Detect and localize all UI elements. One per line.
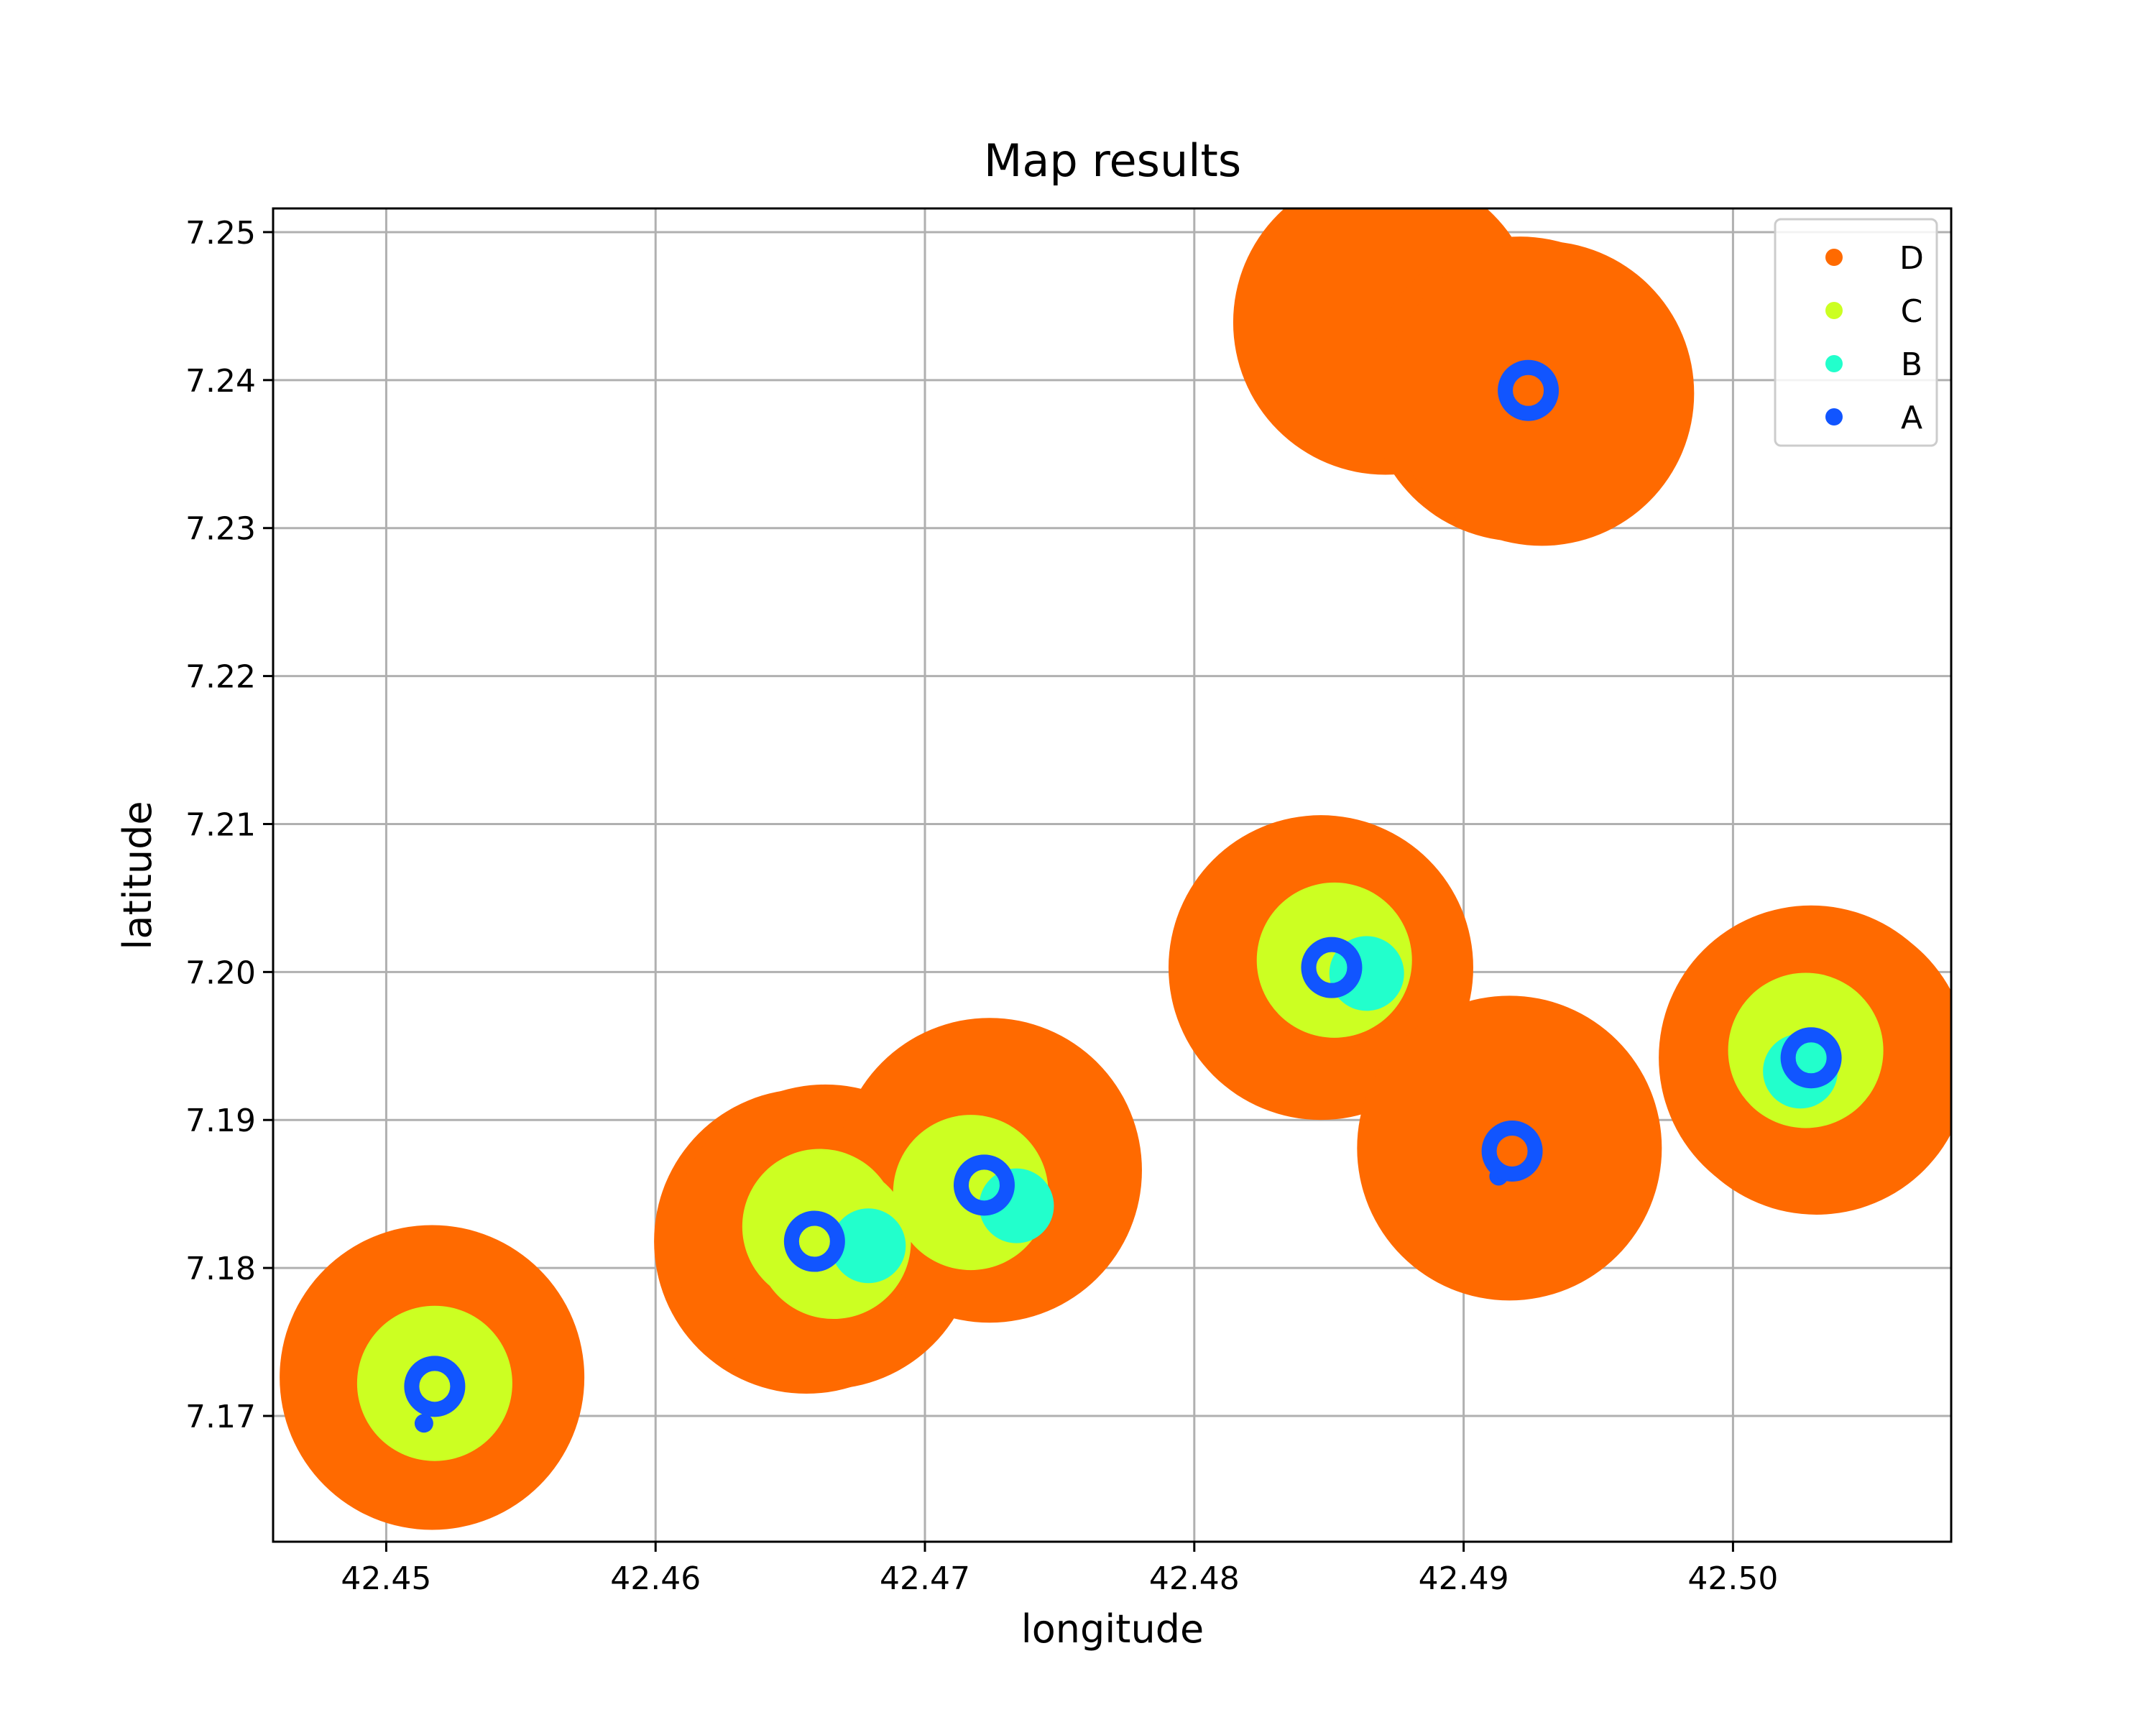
- x-axis-label: longitude: [1021, 1606, 1204, 1652]
- point-series-b: [979, 1168, 1054, 1243]
- x-tick-label: 42.45: [341, 1560, 431, 1597]
- y-tick-label: 7.17: [185, 1399, 256, 1435]
- point-series-a-ring: [1301, 937, 1363, 998]
- point-series-a-ring: [783, 1210, 845, 1272]
- legend-label: B: [1901, 346, 1922, 383]
- point-series-a-ring: [1780, 1027, 1842, 1089]
- point-series-c: [356, 1305, 512, 1461]
- point-series-a-ring: [1498, 359, 1560, 421]
- y-axis-label: latitude: [115, 801, 160, 949]
- axis-ticks: 42.45 42.46 42.47 42.48 42.49 42.50 7.17 7.18 7.…: [185, 215, 1778, 1597]
- y-tick-label: 7.18: [185, 1251, 256, 1287]
- point-series-d: [1389, 241, 1695, 546]
- legend-label: A: [1901, 400, 1922, 436]
- point-series-d: [1357, 995, 1662, 1301]
- x-tick-label: 42.49: [1419, 1560, 1509, 1597]
- data-points: [280, 208, 1951, 1530]
- x-tick-label: 42.46: [610, 1560, 701, 1597]
- x-tick-label: 42.47: [880, 1560, 970, 1597]
- point-series-a-ring: [1481, 1120, 1543, 1182]
- x-tick-label: 42.48: [1149, 1560, 1240, 1597]
- y-tick-label: 7.21: [185, 806, 256, 843]
- legend-marker: [1825, 355, 1843, 372]
- point-series-a-ring: [404, 1356, 466, 1417]
- y-tick-label: 7.24: [185, 363, 256, 400]
- legend-marker: [1825, 249, 1843, 266]
- y-tick-label: 7.20: [185, 954, 256, 991]
- legend-box: [1774, 218, 1938, 447]
- x-tick-label: 42.50: [1687, 1560, 1778, 1597]
- point-series-a-ring: [953, 1154, 1015, 1216]
- point-series-b: [831, 1208, 906, 1284]
- legend-label: C: [1901, 293, 1923, 330]
- chart-title: Map results: [984, 134, 1241, 187]
- y-tick-label: 7.25: [185, 215, 256, 252]
- point-series-a: [414, 1414, 433, 1433]
- legend-marker: [1825, 302, 1843, 319]
- legend-label: D: [1899, 240, 1924, 277]
- legend-marker: [1825, 408, 1843, 426]
- y-tick-label: 7.23: [185, 511, 256, 548]
- y-tick-label: 7.19: [185, 1103, 256, 1139]
- plot-frame: [272, 207, 1953, 1543]
- y-tick-label: 7.22: [185, 659, 256, 696]
